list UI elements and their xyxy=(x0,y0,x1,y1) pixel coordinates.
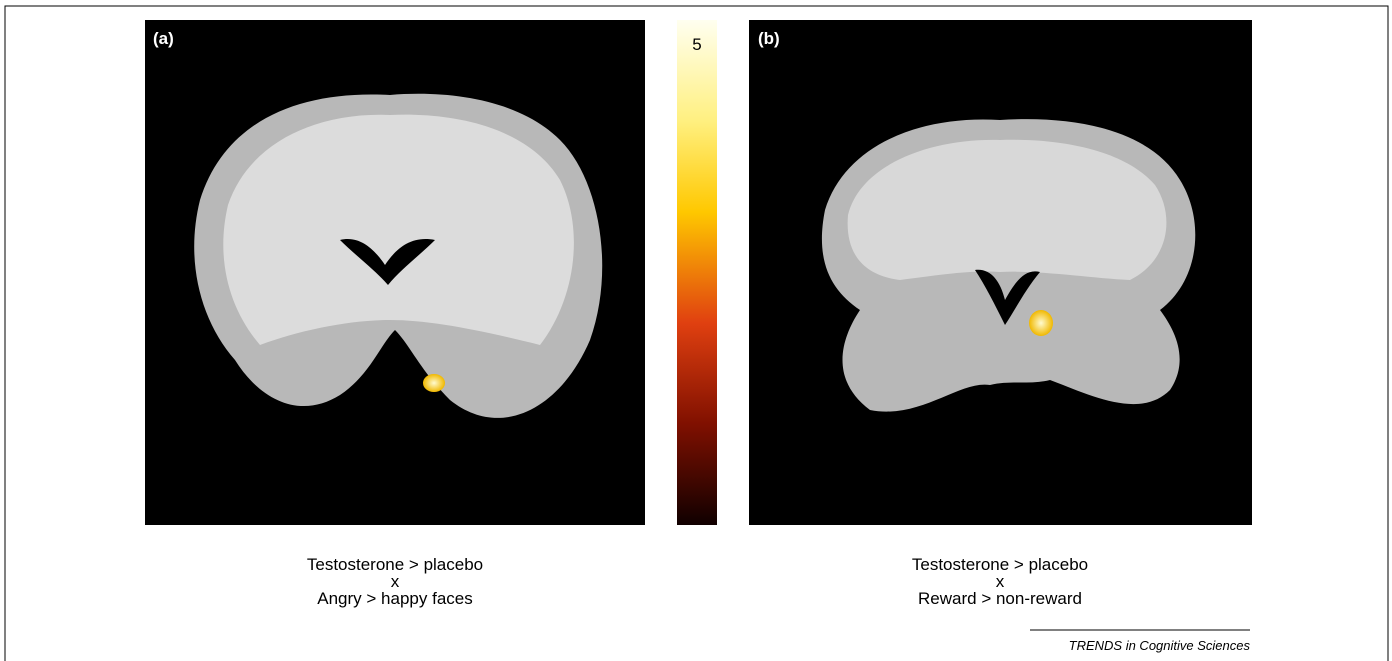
colorbar xyxy=(677,20,717,525)
caption: Testosterone > placebo x Reward > non-re… xyxy=(750,556,1250,607)
footer: TRENDS in Cognitive Sciences xyxy=(1069,638,1251,653)
figure: (a) (b) 5 TRENDS in Cognitive Sciences T… xyxy=(0,0,1392,661)
caption-line: Testosterone > placebo xyxy=(145,556,645,573)
caption-line: x xyxy=(145,573,645,590)
caption-line: x xyxy=(750,573,1250,590)
panel-label: (b) xyxy=(758,29,780,48)
caption-line: Reward > non-reward xyxy=(750,590,1250,607)
caption-line: Angry > happy faces xyxy=(145,590,645,607)
caption-line: Testosterone > placebo xyxy=(750,556,1250,573)
caption: Testosterone > placebo x Angry > happy f… xyxy=(145,556,645,607)
colorbar-label: 5 xyxy=(692,35,701,54)
panel-label: (a) xyxy=(153,29,174,48)
brain-b xyxy=(822,119,1195,412)
